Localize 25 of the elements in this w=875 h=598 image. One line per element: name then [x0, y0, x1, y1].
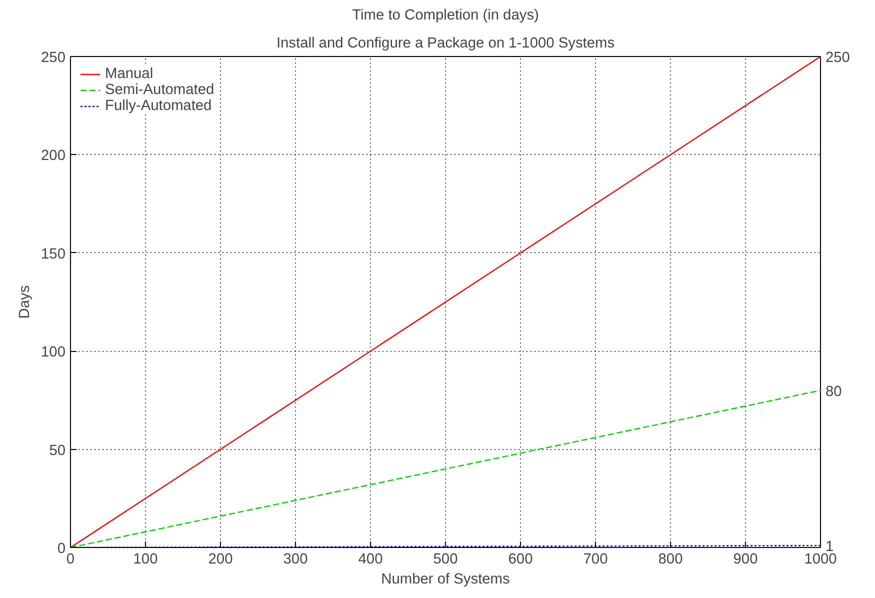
y-tick-label: 100	[41, 344, 66, 361]
y-tick-label: 200	[41, 148, 66, 164]
x-axis-title: Number of Systems	[381, 572, 510, 588]
x-tick-label: 900	[733, 552, 758, 568]
x-tick-label: 300	[283, 552, 308, 568]
x-tick-label: 600	[508, 552, 533, 568]
x-tick-label: 400	[358, 552, 383, 568]
y-tick-label: 0	[57, 541, 66, 557]
chart-title: Time to Completion (in days)	[352, 8, 539, 24]
x-tick-label: 500	[433, 552, 458, 568]
legend-label: Manual	[105, 66, 154, 82]
x-tick-label: 1000	[804, 552, 837, 568]
x-tick-label: 100	[133, 552, 158, 568]
legend-label: Fully-Automated	[105, 98, 212, 114]
x-tick-label: 800	[658, 552, 683, 568]
x-tick-label: 200	[208, 552, 233, 568]
y2-tick-label: 250	[826, 50, 850, 66]
y2-tick-label: 80	[826, 384, 842, 400]
chart-subtitle: Install and Configure a Package on 1-1000 Systems	[276, 36, 615, 52]
y-tick-label: 250	[41, 50, 66, 66]
x-tick-label: 700	[583, 552, 608, 568]
y-tick-label: 50	[49, 442, 66, 459]
legend-label: Semi-Automated	[105, 82, 214, 98]
y-axis-title: Days	[17, 285, 34, 319]
y-tick-label: 150	[41, 246, 66, 262]
